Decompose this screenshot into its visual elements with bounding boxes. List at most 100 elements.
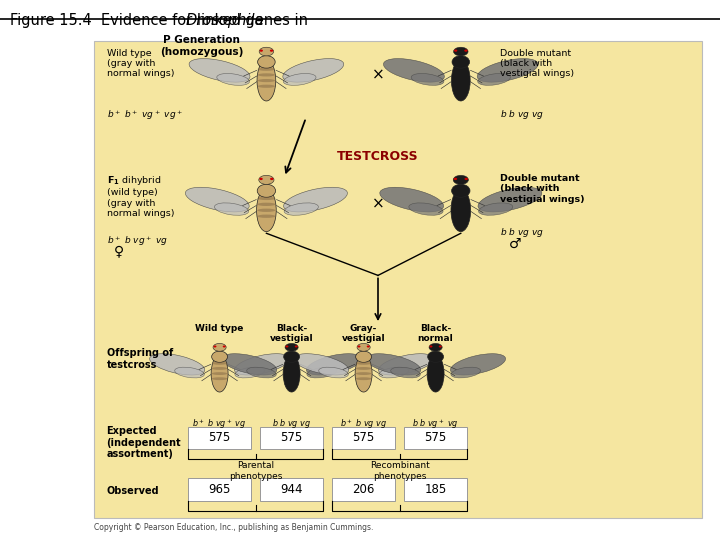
Text: $b$ $b$ $vg$ $vg$: $b$ $b$ $vg$ $vg$ [272, 417, 311, 430]
FancyBboxPatch shape [332, 427, 395, 449]
Ellipse shape [357, 343, 370, 351]
Ellipse shape [150, 354, 204, 375]
Text: Wild type: Wild type [195, 324, 244, 333]
Text: Copyright © Pearson Education, Inc., publishing as Benjamin Cummings.: Copyright © Pearson Education, Inc., pub… [94, 523, 373, 532]
Ellipse shape [307, 354, 361, 375]
Text: 575: 575 [353, 431, 374, 444]
Ellipse shape [366, 354, 420, 375]
Ellipse shape [379, 187, 444, 212]
Ellipse shape [464, 178, 468, 180]
Ellipse shape [285, 343, 298, 351]
Ellipse shape [454, 178, 457, 180]
Ellipse shape [258, 68, 275, 71]
Ellipse shape [356, 351, 372, 362]
Text: ♀: ♀ [114, 244, 124, 258]
Ellipse shape [479, 203, 513, 215]
Ellipse shape [284, 351, 300, 362]
Ellipse shape [409, 203, 443, 215]
Ellipse shape [235, 367, 264, 378]
Ellipse shape [454, 50, 457, 52]
Ellipse shape [284, 73, 316, 85]
Ellipse shape [212, 372, 228, 375]
Text: Black-
vestigial: Black- vestigial [270, 324, 313, 343]
FancyBboxPatch shape [94, 40, 702, 518]
Ellipse shape [356, 367, 372, 370]
Ellipse shape [384, 59, 444, 82]
Ellipse shape [366, 346, 370, 348]
Ellipse shape [270, 50, 273, 52]
Text: 185: 185 [425, 483, 446, 496]
Text: 206: 206 [352, 483, 375, 496]
Text: Expected
(independent
assortment): Expected (independent assortment) [107, 426, 181, 460]
Ellipse shape [257, 214, 276, 218]
Ellipse shape [189, 59, 250, 82]
Text: 965: 965 [208, 483, 231, 496]
Ellipse shape [379, 367, 408, 378]
Text: $b$ $b$ $vg$ $vg$: $b$ $b$ $vg$ $vg$ [500, 226, 544, 239]
Text: Wild type
(gray with
normal wings): Wild type (gray with normal wings) [107, 49, 174, 78]
Ellipse shape [257, 197, 276, 200]
Ellipse shape [355, 355, 372, 392]
Ellipse shape [212, 362, 228, 364]
Text: $\bf{F_1}$ dihybrid
(wild type)
(gray with
normal wings): $\bf{F_1}$ dihybrid (wild type) (gray wi… [107, 174, 174, 218]
Text: TESTCROSS: TESTCROSS [337, 150, 419, 163]
Ellipse shape [451, 189, 471, 232]
Text: Double mutant
(black with
vestigial wings): Double mutant (black with vestigial wing… [500, 174, 585, 204]
Text: ♂: ♂ [508, 237, 521, 251]
Ellipse shape [454, 47, 468, 56]
Ellipse shape [284, 187, 348, 212]
Ellipse shape [212, 367, 228, 370]
Ellipse shape [258, 56, 275, 68]
Text: Parental
phenotypes: Parental phenotypes [229, 461, 282, 481]
Ellipse shape [357, 346, 361, 348]
Text: $b^+$ $b$ $vg^+$ $vg$: $b^+$ $b$ $vg^+$ $vg$ [107, 234, 167, 248]
Ellipse shape [428, 351, 444, 362]
FancyBboxPatch shape [188, 427, 251, 449]
Text: Black-
normal: Black- normal [418, 324, 454, 343]
FancyBboxPatch shape [404, 478, 467, 501]
Text: $b^+$ $b$ $vg^+$ $vg$: $b^+$ $b$ $vg^+$ $vg$ [192, 417, 247, 430]
Ellipse shape [257, 202, 276, 206]
Ellipse shape [283, 355, 300, 392]
Ellipse shape [438, 346, 442, 348]
Text: 575: 575 [425, 431, 446, 444]
Ellipse shape [356, 362, 372, 364]
Ellipse shape [283, 59, 343, 82]
Text: $b$ $b$ $vg$ $vg$: $b$ $b$ $vg$ $vg$ [500, 108, 544, 121]
Ellipse shape [217, 73, 249, 85]
Ellipse shape [427, 355, 444, 392]
Text: $b$ $b$ $vg^+$ $vg$: $b$ $b$ $vg^+$ $vg$ [413, 417, 459, 430]
Text: 944: 944 [280, 483, 303, 496]
Ellipse shape [294, 346, 298, 348]
Ellipse shape [429, 346, 433, 348]
Ellipse shape [429, 343, 442, 351]
Ellipse shape [260, 50, 263, 52]
FancyBboxPatch shape [260, 478, 323, 501]
Ellipse shape [257, 184, 276, 197]
Text: ×: × [372, 67, 384, 82]
FancyBboxPatch shape [260, 427, 323, 449]
Ellipse shape [222, 346, 226, 348]
Ellipse shape [185, 187, 249, 212]
Ellipse shape [259, 47, 274, 56]
Text: Double mutant
(black with
vestigial wings): Double mutant (black with vestigial wing… [500, 49, 575, 78]
Text: Recombinant
phenotypes: Recombinant phenotypes [370, 461, 429, 481]
Text: Offspring of
testcross: Offspring of testcross [107, 348, 173, 370]
Ellipse shape [258, 79, 275, 82]
Ellipse shape [270, 178, 274, 180]
Ellipse shape [213, 343, 226, 351]
Ellipse shape [211, 355, 228, 392]
Ellipse shape [285, 346, 289, 348]
Ellipse shape [453, 176, 469, 184]
Ellipse shape [259, 178, 263, 180]
Text: Observed: Observed [107, 487, 159, 496]
Text: Drosophila: Drosophila [186, 14, 264, 29]
Ellipse shape [258, 85, 275, 88]
Text: $b^+$ $b^+$ $vg^+$ $vg^+$: $b^+$ $b^+$ $vg^+$ $vg^+$ [107, 108, 183, 122]
Ellipse shape [411, 73, 444, 85]
Ellipse shape [222, 354, 276, 375]
Ellipse shape [256, 189, 276, 232]
Ellipse shape [215, 203, 248, 215]
Ellipse shape [451, 354, 505, 375]
Ellipse shape [258, 176, 274, 184]
